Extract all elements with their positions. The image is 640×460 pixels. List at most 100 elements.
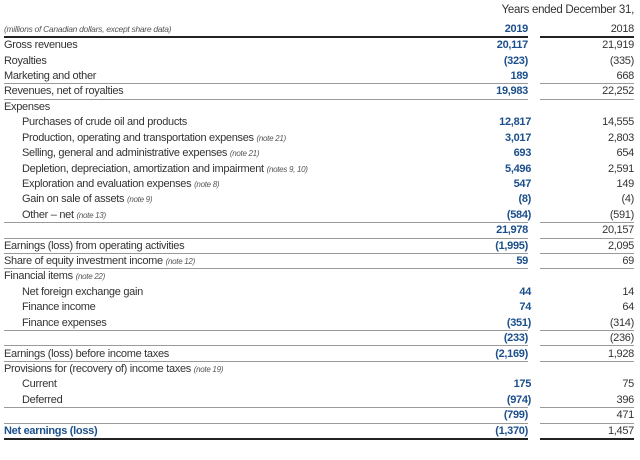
- value-2019: 12,817: [499, 116, 532, 129]
- row-label-text: Depletion, depreciation, amortization an…: [22, 162, 264, 175]
- row-label-text: Finance expenses: [22, 316, 107, 329]
- row-label: Selling, general and administrative expe…: [4, 147, 430, 159]
- row-label-text: Gross revenues: [4, 39, 78, 52]
- row-label-text: Earnings (loss) from operating activitie…: [4, 239, 185, 252]
- table-row: Deferred (974) 396: [4, 392, 634, 407]
- table-row: Net earnings (loss) (1,370) 1,457: [4, 423, 634, 438]
- row-label-text: Provisions for (recovery of) income taxe…: [4, 363, 191, 375]
- table-row: Share of equity investment income (note …: [4, 253, 634, 268]
- row-label: Earnings (loss) before income taxes: [4, 348, 424, 360]
- value-2018: 2,591: [607, 162, 634, 175]
- table-row: (233) (236): [4, 330, 634, 345]
- value-2019: (584): [506, 208, 532, 221]
- row-rule: [4, 237, 528, 239]
- table-row: Finance income 74 64: [4, 300, 634, 315]
- row-rule: [540, 268, 634, 270]
- row-label-text: Earnings (loss) before income taxes: [4, 347, 169, 360]
- table-row: Exploration and evaluation expenses (not…: [4, 176, 634, 191]
- value-2019: 5,496: [505, 162, 532, 175]
- value-2019: 44: [519, 285, 532, 298]
- row-rule: [4, 83, 528, 85]
- row-label: Purchases of crude oil and products: [4, 116, 430, 128]
- value-2018: 396: [616, 393, 635, 406]
- table-row: 21,978 20,157: [4, 223, 634, 238]
- row-rule: [540, 422, 634, 424]
- row-rule: [540, 360, 634, 362]
- value-2019: (799): [503, 409, 528, 422]
- row-rule: [4, 330, 528, 332]
- table-row: Revenues, net of royalties 19,983 22,252: [4, 84, 634, 99]
- row-rule: [4, 422, 528, 424]
- row-label-text: Expenses: [4, 100, 50, 113]
- row-label-text: Deferred: [22, 393, 63, 406]
- row-rule: [540, 98, 634, 100]
- value-2018: (236): [609, 332, 634, 345]
- table-row: Net foreign exchange gain 44 14: [4, 284, 634, 299]
- value-2019: 693: [513, 147, 532, 160]
- row-label: Expenses: [4, 101, 424, 113]
- row-label-text: Financial items: [4, 270, 73, 283]
- value-2018: 654: [616, 147, 635, 160]
- row-rule: [4, 252, 528, 254]
- value-2019: (2,169): [495, 347, 528, 360]
- row-label: Depletion, depreciation, amortization an…: [4, 163, 430, 175]
- value-2019: (1,370): [495, 424, 528, 437]
- value-2018: 14,555: [602, 116, 634, 129]
- table-row: Gain on sale of assets (note 9) (8) (4): [4, 192, 634, 207]
- row-label: Production, operating and transportation…: [4, 132, 430, 144]
- row-rule: [4, 407, 528, 409]
- row-rule: [540, 330, 634, 332]
- header-rule: [4, 36, 528, 38]
- value-2019: 59: [516, 255, 528, 268]
- row-rule: [4, 345, 528, 347]
- row-rule: [540, 438, 634, 440]
- row-label: Marketing and other: [4, 70, 424, 82]
- table-row: Finance expenses (351) (314): [4, 315, 634, 330]
- value-2019: 175: [513, 378, 532, 391]
- value-2018: 22,252: [602, 85, 634, 98]
- row-rule: [540, 222, 634, 224]
- table-row: Provisions for (recovery of) income taxe…: [4, 361, 634, 376]
- value-2018: 14: [622, 285, 634, 298]
- row-rule: [540, 83, 634, 85]
- row-label: Other – net (note 13): [4, 209, 430, 221]
- row-label-text: Purchases of crude oil and products: [22, 116, 187, 129]
- table-row: Other – net (note 13) (584) (591): [4, 207, 634, 222]
- row-rule: [540, 407, 634, 409]
- row-label-text: Production, operating and transportation…: [22, 131, 254, 144]
- row-rule: [4, 438, 528, 440]
- value-2018: 1,928: [607, 347, 634, 360]
- value-2019: 21,978: [496, 224, 528, 237]
- row-label: Current: [4, 378, 430, 390]
- row-note: (note 22): [75, 272, 106, 282]
- row-rule: [540, 345, 634, 347]
- value-2018: 668: [616, 70, 635, 83]
- row-label-text: Net foreign exchange gain: [22, 285, 143, 298]
- value-2018: (314): [609, 316, 634, 329]
- value-2019: 19,983: [496, 85, 528, 98]
- row-note: (note 12): [165, 257, 196, 267]
- row-rule: [4, 98, 528, 100]
- column-header-row: (millions of Canadian dollars, except sh…: [4, 21, 634, 36]
- value-2019: (323): [503, 54, 528, 67]
- row-note: (note 13): [76, 210, 107, 220]
- units-label: (millions of Canadian dollars, except sh…: [4, 23, 172, 34]
- value-2018: 69: [622, 255, 634, 268]
- row-label: Revenues, net of royalties: [4, 85, 424, 97]
- row-label-text: Marketing and other: [4, 70, 97, 83]
- table-row: Production, operating and transportation…: [4, 130, 634, 145]
- row-label: Financial items (note 22): [4, 270, 424, 282]
- row-label-text: Revenues, net of royalties: [4, 85, 124, 98]
- value-2018: 2,095: [607, 239, 634, 252]
- row-label: Provisions for (recovery of) income taxe…: [4, 363, 424, 375]
- value-2018: 20,157: [602, 224, 634, 237]
- row-note: (note 9): [127, 195, 153, 205]
- row-note: (note 19): [193, 365, 224, 374]
- row-label-text: Royalties: [4, 54, 47, 67]
- value-2019: 20,117: [496, 39, 529, 52]
- row-label: Gain on sale of assets (note 9): [4, 193, 430, 205]
- row-rule: [540, 237, 634, 239]
- row-label: Share of equity investment income (note …: [4, 255, 424, 267]
- row-label: Exploration and evaluation expenses (not…: [4, 178, 430, 190]
- row-label: Earnings (loss) from operating activitie…: [4, 240, 424, 252]
